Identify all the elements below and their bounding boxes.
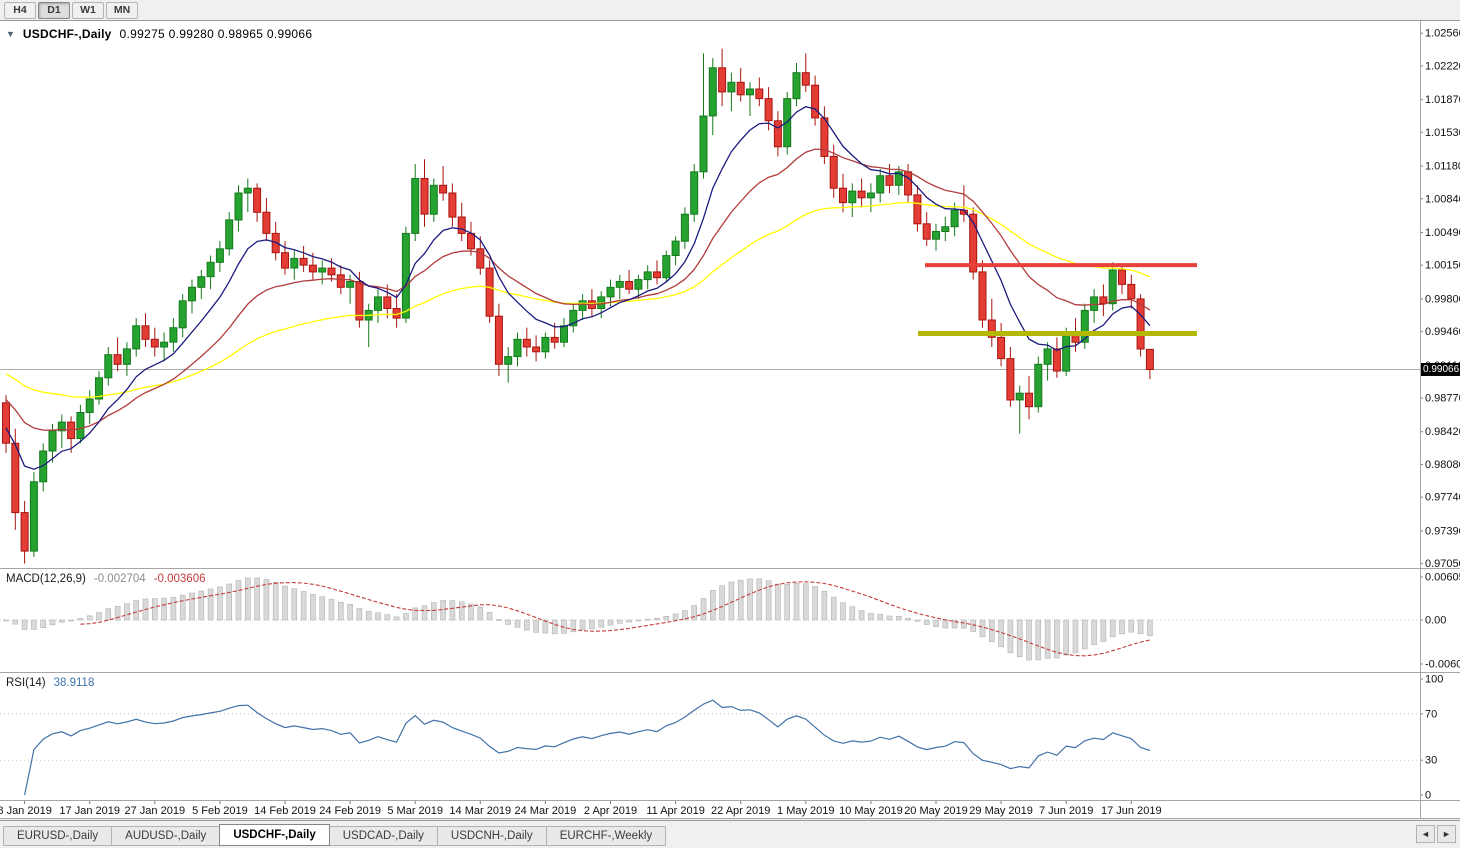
svg-text:1.01180: 1.01180	[1425, 161, 1460, 173]
svg-text:1.01530: 1.01530	[1425, 127, 1460, 139]
chart-tab-audusd-daily[interactable]: AUDUSD-,Daily	[112, 826, 221, 846]
chart-tab-usdchf-daily[interactable]: USDCHF-,Daily	[219, 824, 330, 846]
macd-indicator-name: MACD(12,26,9)	[6, 573, 86, 585]
tab-scroll-right-button[interactable]: ►	[1437, 825, 1456, 843]
svg-text:14 Mar 2019: 14 Mar 2019	[449, 805, 511, 817]
svg-text:1.00840: 1.00840	[1425, 193, 1460, 205]
svg-text:7 Jun 2019: 7 Jun 2019	[1039, 805, 1093, 817]
svg-text:0.0060588: 0.0060588	[1425, 572, 1460, 584]
macd-signal-line	[80, 581, 1151, 657]
svg-text:70: 70	[1425, 708, 1437, 720]
chart-tab-usdcnh-daily[interactable]: USDCNH-,Daily	[437, 826, 547, 846]
svg-text:1 May 2019: 1 May 2019	[777, 805, 834, 817]
svg-text:17 Jan 2019: 17 Jan 2019	[59, 805, 120, 817]
rsi-line	[24, 699, 1151, 796]
chart-tabs-bar: EURUSD-,Daily AUDUSD-,Daily USDCHF-,Dail…	[0, 820, 1460, 848]
one-click-trading-expander-icon[interactable]: ▼	[6, 29, 15, 39]
current-price-tag: 0.99066	[1421, 363, 1460, 376]
svg-text:27 Jan 2019: 27 Jan 2019	[125, 805, 186, 817]
svg-text:2 Apr 2019: 2 Apr 2019	[584, 805, 637, 817]
svg-text:5 Mar 2019: 5 Mar 2019	[387, 805, 443, 817]
rsi-indicator-name: RSI(14)	[6, 677, 46, 689]
chart-ohlc-values: 0.99275 0.99280 0.98965 0.99066	[119, 27, 313, 41]
date-axis: 8 Jan 2019 17 Jan 2019 27 Jan 2019 5 Feb 20…	[0, 800, 1162, 817]
timeframe-button-h4[interactable]: H4	[4, 1, 36, 19]
svg-text:0.00: 0.00	[1425, 615, 1446, 627]
svg-text:24 Feb 2019: 24 Feb 2019	[319, 805, 381, 817]
svg-text:1.01870: 1.01870	[1425, 94, 1460, 106]
rsi-panel	[0, 699, 1420, 796]
svg-text:1.00490: 1.00490	[1425, 227, 1460, 239]
chart-tab-usdcad-daily[interactable]: USDCAD-,Daily	[329, 826, 438, 846]
svg-text:30: 30	[1425, 755, 1437, 767]
panel-splitter-rsi[interactable]	[0, 670, 1460, 675]
macd-signal-value: -0.003606	[153, 573, 206, 585]
svg-text:1.02560: 1.02560	[1425, 28, 1460, 40]
chart-symbol-header: ▼ USDCHF-,Daily 0.99275 0.99280 0.98965 …	[6, 27, 312, 41]
svg-text:-0.0060608: -0.0060608	[1425, 659, 1460, 671]
timeframe-button-d1[interactable]: D1	[38, 1, 70, 19]
svg-text:17 Jun 2019: 17 Jun 2019	[1101, 805, 1162, 817]
timeframe-toolbar: H4 D1 W1 MN	[0, 0, 1460, 21]
svg-text:1.02220: 1.02220	[1425, 60, 1460, 72]
moving-averages	[5, 106, 1151, 470]
tab-scroll-left-button[interactable]: ◄	[1416, 825, 1435, 843]
ma-fast-line	[5, 106, 1151, 470]
timeframe-button-w1[interactable]: W1	[72, 1, 104, 19]
chart-tab-eurchf-weekly[interactable]: EURCHF-,Weekly	[546, 826, 667, 846]
svg-text:0: 0	[1425, 790, 1431, 802]
macd-main-value: -0.002704	[93, 573, 146, 585]
chart-background	[0, 21, 1460, 819]
ma-medium-line	[5, 148, 1151, 431]
tab-scroll-controls: ◄ ►	[1416, 825, 1456, 843]
panel-splitter-macd[interactable]	[0, 566, 1460, 571]
svg-text:11 Apr 2019: 11 Apr 2019	[646, 805, 705, 817]
svg-text:24 Mar 2019: 24 Mar 2019	[515, 805, 577, 817]
macd-indicator-label: MACD(12,26,9) -0.002704 -0.003606	[6, 573, 205, 585]
svg-text:100: 100	[1425, 674, 1443, 686]
rsi-indicator-label: RSI(14) 38.9118	[6, 677, 94, 689]
candlesticks	[2, 48, 1154, 564]
svg-text:14 Feb 2019: 14 Feb 2019	[254, 805, 316, 817]
svg-text:10 May 2019: 10 May 2019	[839, 805, 903, 817]
chart-tab-eurusd-daily[interactable]: EURUSD-,Daily	[3, 826, 113, 846]
timeframe-button-mn[interactable]: MN	[106, 1, 138, 19]
svg-text:5 Feb 2019: 5 Feb 2019	[192, 805, 248, 817]
ma-slow-line	[5, 201, 1151, 398]
panel-splitter-date-axis[interactable]	[0, 798, 1460, 803]
macd-panel	[0, 577, 1420, 661]
svg-text:20 May 2019: 20 May 2019	[904, 805, 968, 817]
svg-text:8 Jan 2019: 8 Jan 2019	[0, 805, 52, 817]
svg-text:22 Apr 2019: 22 Apr 2019	[711, 805, 770, 817]
rsi-value: 38.9118	[53, 677, 95, 689]
panel-separators	[0, 21, 1460, 819]
chart-symbol-title: USDCHF-,Daily	[22, 27, 112, 41]
drawn-lines	[918, 263, 1197, 337]
svg-text:29 May 2019: 29 May 2019	[969, 805, 1033, 817]
